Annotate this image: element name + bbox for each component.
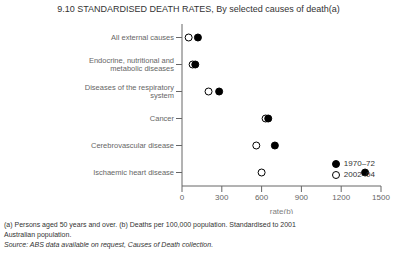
svg-text:1200: 1200 (332, 193, 350, 202)
svg-text:Endocrine, nutritional andmeta: Endocrine, nutritional andmetabolic dise… (89, 56, 174, 73)
svg-text:300: 300 (215, 193, 229, 202)
svg-text:1500: 1500 (372, 193, 389, 202)
html-text:2002–04: 2002–04 (343, 170, 375, 179)
svg-text:rate(b): rate(b) (270, 207, 294, 214)
html-text:Australian population.: Australian population. (4, 231, 72, 238)
html-text:1970–72: 1970–72 (343, 159, 375, 168)
svg-text:Diseases of the respiratorysys: Diseases of the respiratorysystem (85, 83, 174, 100)
html-text:9.10 STANDARDISED DEATH RATES,: 9.10 STANDARDISED DEATH RATES, By select… (57, 4, 340, 14)
svg-text:900: 900 (295, 193, 309, 202)
svg-text:Cancer: Cancer (150, 114, 175, 123)
html-text:Source: ABS data available on: Source: ABS data available on request, C… (4, 241, 214, 248)
svg-text:All external causes: All external causes (111, 33, 174, 42)
svg-text:600: 600 (255, 193, 269, 202)
svg-text:0: 0 (180, 193, 185, 202)
html-text:(a) Persons aged 50 years and: (a) Persons aged 50 years and over. (b) … (4, 221, 296, 228)
svg-text:Cerebrovascular disease: Cerebrovascular disease (91, 141, 174, 150)
svg-text:Ischaemic heart disease: Ischaemic heart disease (93, 168, 174, 177)
